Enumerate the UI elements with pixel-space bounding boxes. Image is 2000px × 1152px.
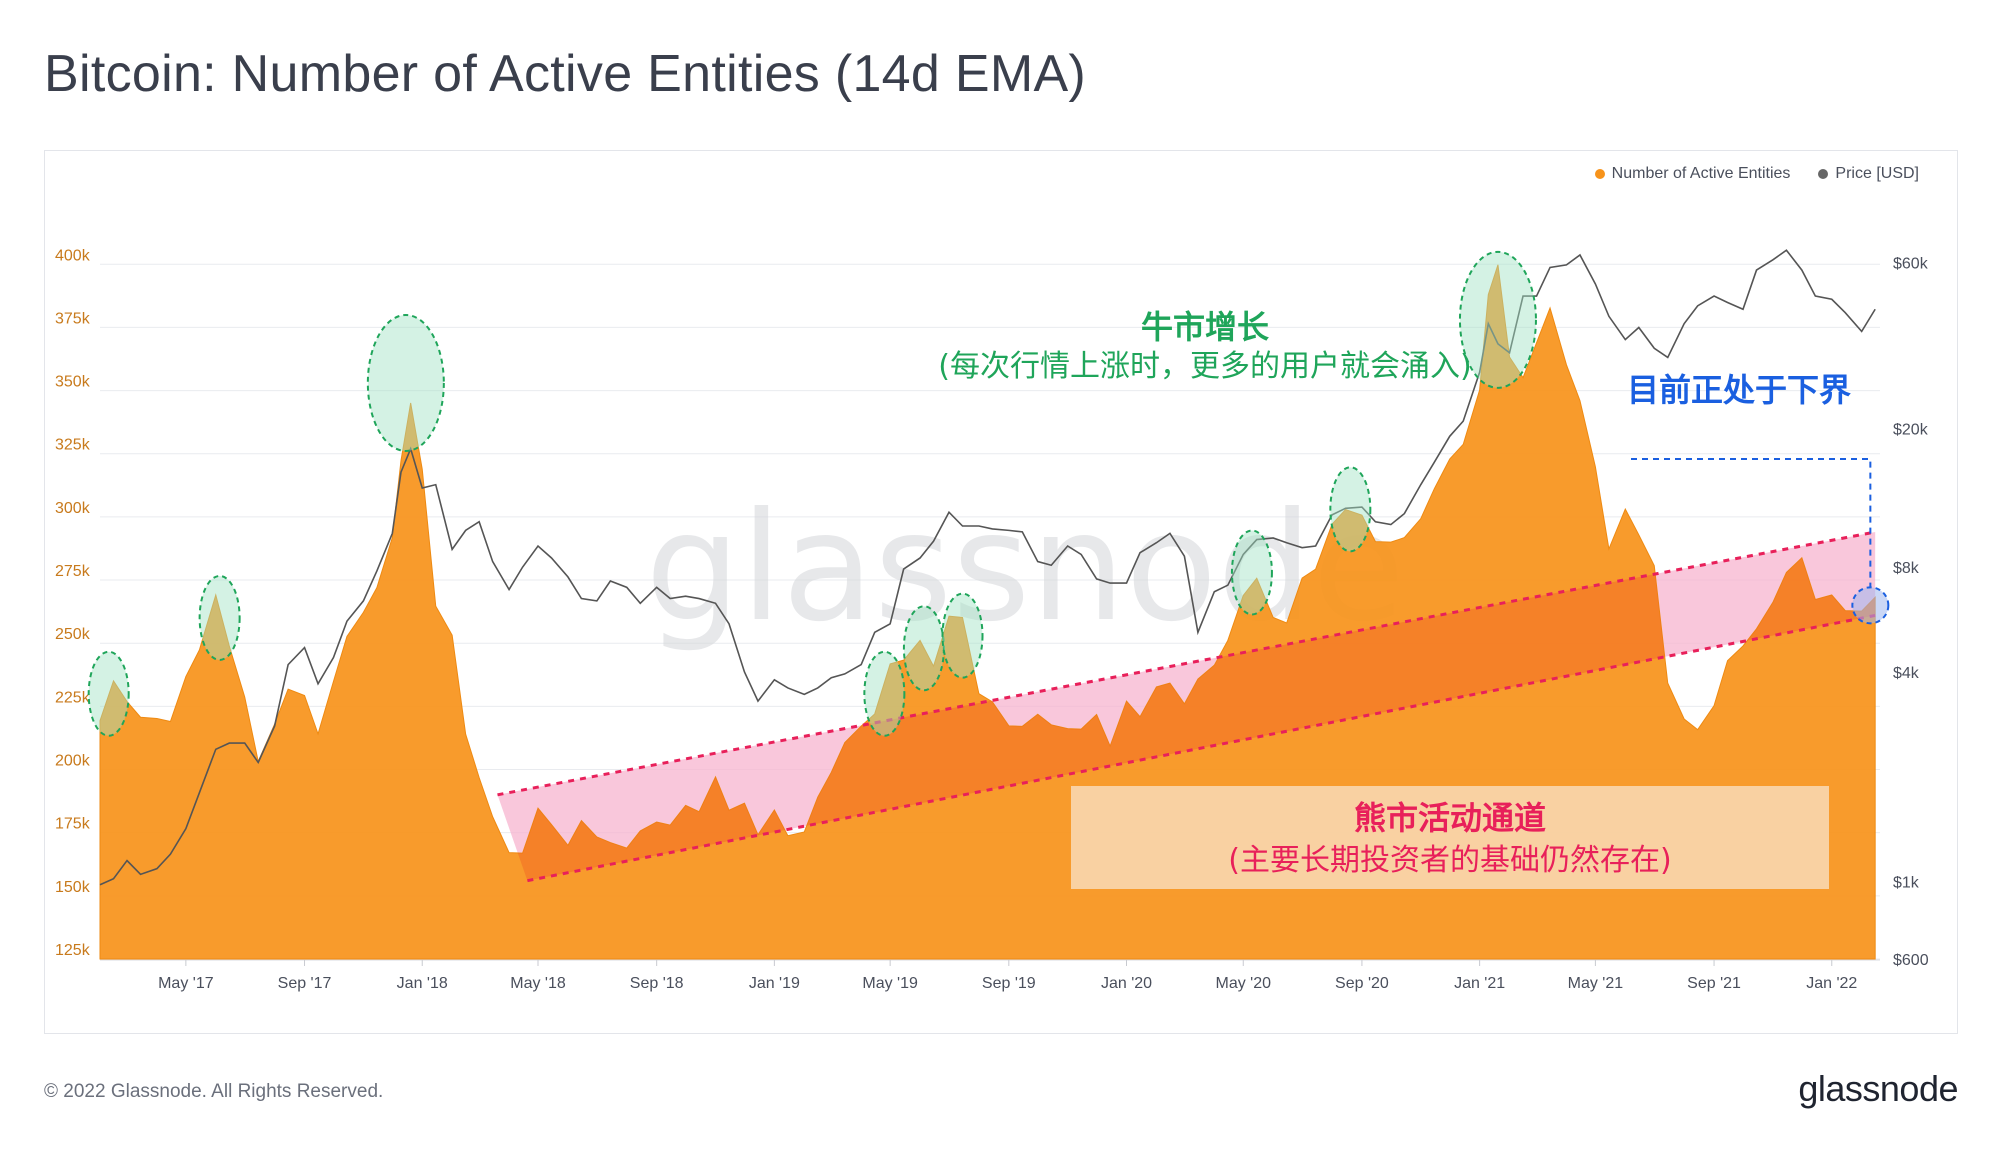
- x-tick-label: May '17: [158, 975, 214, 992]
- bull-peak-marker: [863, 650, 906, 737]
- legend-item-entities[interactable]: Number of Active Entities: [1594, 165, 1791, 183]
- chart-legend: Number of Active Entities Price [USD]: [1594, 165, 1919, 183]
- bull-peak-marker: [1458, 250, 1537, 389]
- bull-peak-marker: [902, 605, 945, 692]
- y-left-tick-label: 275k: [55, 563, 91, 580]
- x-tick-label: May '19: [862, 975, 918, 992]
- x-tick-label: Sep '21: [1687, 975, 1741, 992]
- footer-logo[interactable]: glassnode: [1798, 1068, 1958, 1109]
- bear-annotation-box: [1071, 786, 1829, 889]
- entities-area: [99, 264, 1876, 960]
- channel-upper-line: [497, 530, 1876, 797]
- y-left-tick-label: 225k: [55, 689, 91, 706]
- y-left-tick-label: 150k: [55, 879, 91, 896]
- y-left-tick-label: 200k: [55, 753, 91, 770]
- x-tick-label: May '18: [510, 975, 566, 992]
- current-bracket: [1631, 458, 1872, 588]
- x-tick-label: Jan '21: [1454, 975, 1505, 992]
- current-annotation: 目前正处于下界: [1627, 371, 1851, 409]
- y-left-tick-label: 175k: [55, 816, 91, 833]
- x-tick-label: Jan '20: [1101, 975, 1152, 992]
- y-left-tick-label: 400k: [55, 247, 91, 264]
- bear-annotation-subtitle: (主要长期投资者的基础仍然存在): [1228, 843, 1671, 878]
- channel-lower-line: [527, 613, 1876, 883]
- x-tick-label: Jan '22: [1806, 975, 1857, 992]
- y-right-tick-label: $600: [1893, 952, 1929, 969]
- bull-peak-marker: [87, 650, 130, 737]
- y-right-tick-label: $60k: [1893, 255, 1929, 272]
- x-tick-label: Sep '20: [1335, 975, 1389, 992]
- bull-annotation-title: 牛市增长: [1141, 308, 1269, 346]
- price-line: [99, 249, 1876, 886]
- y-left-tick-label: 375k: [55, 310, 91, 327]
- chart-svg: 125k 150k 175k 200k 225k 250k 275k 300k 325k 350k…: [55, 247, 1929, 992]
- y-left-tick-label: 325k: [55, 437, 91, 454]
- x-tick-label: Jan '19: [749, 975, 800, 992]
- legend-label-entities: Number of Active Entities: [1611, 165, 1791, 182]
- legend-dot-entities: [1594, 169, 1605, 179]
- chart-frame: 125k 150k 175k 200k 225k 250k 275k 300k 325k 350k…: [44, 150, 1958, 1034]
- current-position-marker: [1851, 586, 1890, 625]
- x-tick-label: May '21: [1568, 975, 1624, 992]
- y-left-tick-label: 250k: [55, 626, 91, 643]
- footer-copyright: © 2022 Glassnode. All Rights Reserved.: [44, 1081, 384, 1102]
- bear-annotation-title: 熊市活动通道: [1354, 799, 1546, 837]
- bull-peak-marker: [1329, 466, 1372, 553]
- y-right-tick-label: $8k: [1893, 560, 1920, 577]
- legend-item-price[interactable]: Price [USD]: [1818, 165, 1919, 183]
- x-tick-label: May '20: [1215, 975, 1271, 992]
- y-right-tick-label: $4k: [1893, 665, 1920, 682]
- bull-peak-marker: [941, 592, 984, 679]
- bull-peak-marker: [366, 314, 445, 452]
- bull-peak-marker: [198, 574, 241, 661]
- x-tick-label: Jan '18: [397, 975, 448, 992]
- legend-dot-price: [1818, 169, 1829, 179]
- y-right-tick-label: $20k: [1893, 422, 1929, 439]
- x-tick-label: Sep '18: [630, 975, 684, 992]
- y-left-tick-label: 350k: [55, 374, 91, 391]
- page-title: Bitcoin: Number of Active Entities (14d …: [44, 45, 1087, 103]
- bear-channel-overlap: [497, 532, 1876, 881]
- x-tick-label: Sep '19: [982, 975, 1036, 992]
- y-left-tick-label: 125k: [55, 942, 91, 959]
- y-left-tick-label: 300k: [55, 500, 91, 517]
- x-tick-label: Sep '17: [278, 975, 332, 992]
- legend-label-price: Price [USD]: [1835, 165, 1919, 182]
- y-right-tick-label: $1k: [1893, 875, 1920, 892]
- bull-annotation-subtitle: (每次行情上涨时，更多的用户就会涌入): [938, 349, 1471, 384]
- bull-peak-marker: [1230, 529, 1273, 616]
